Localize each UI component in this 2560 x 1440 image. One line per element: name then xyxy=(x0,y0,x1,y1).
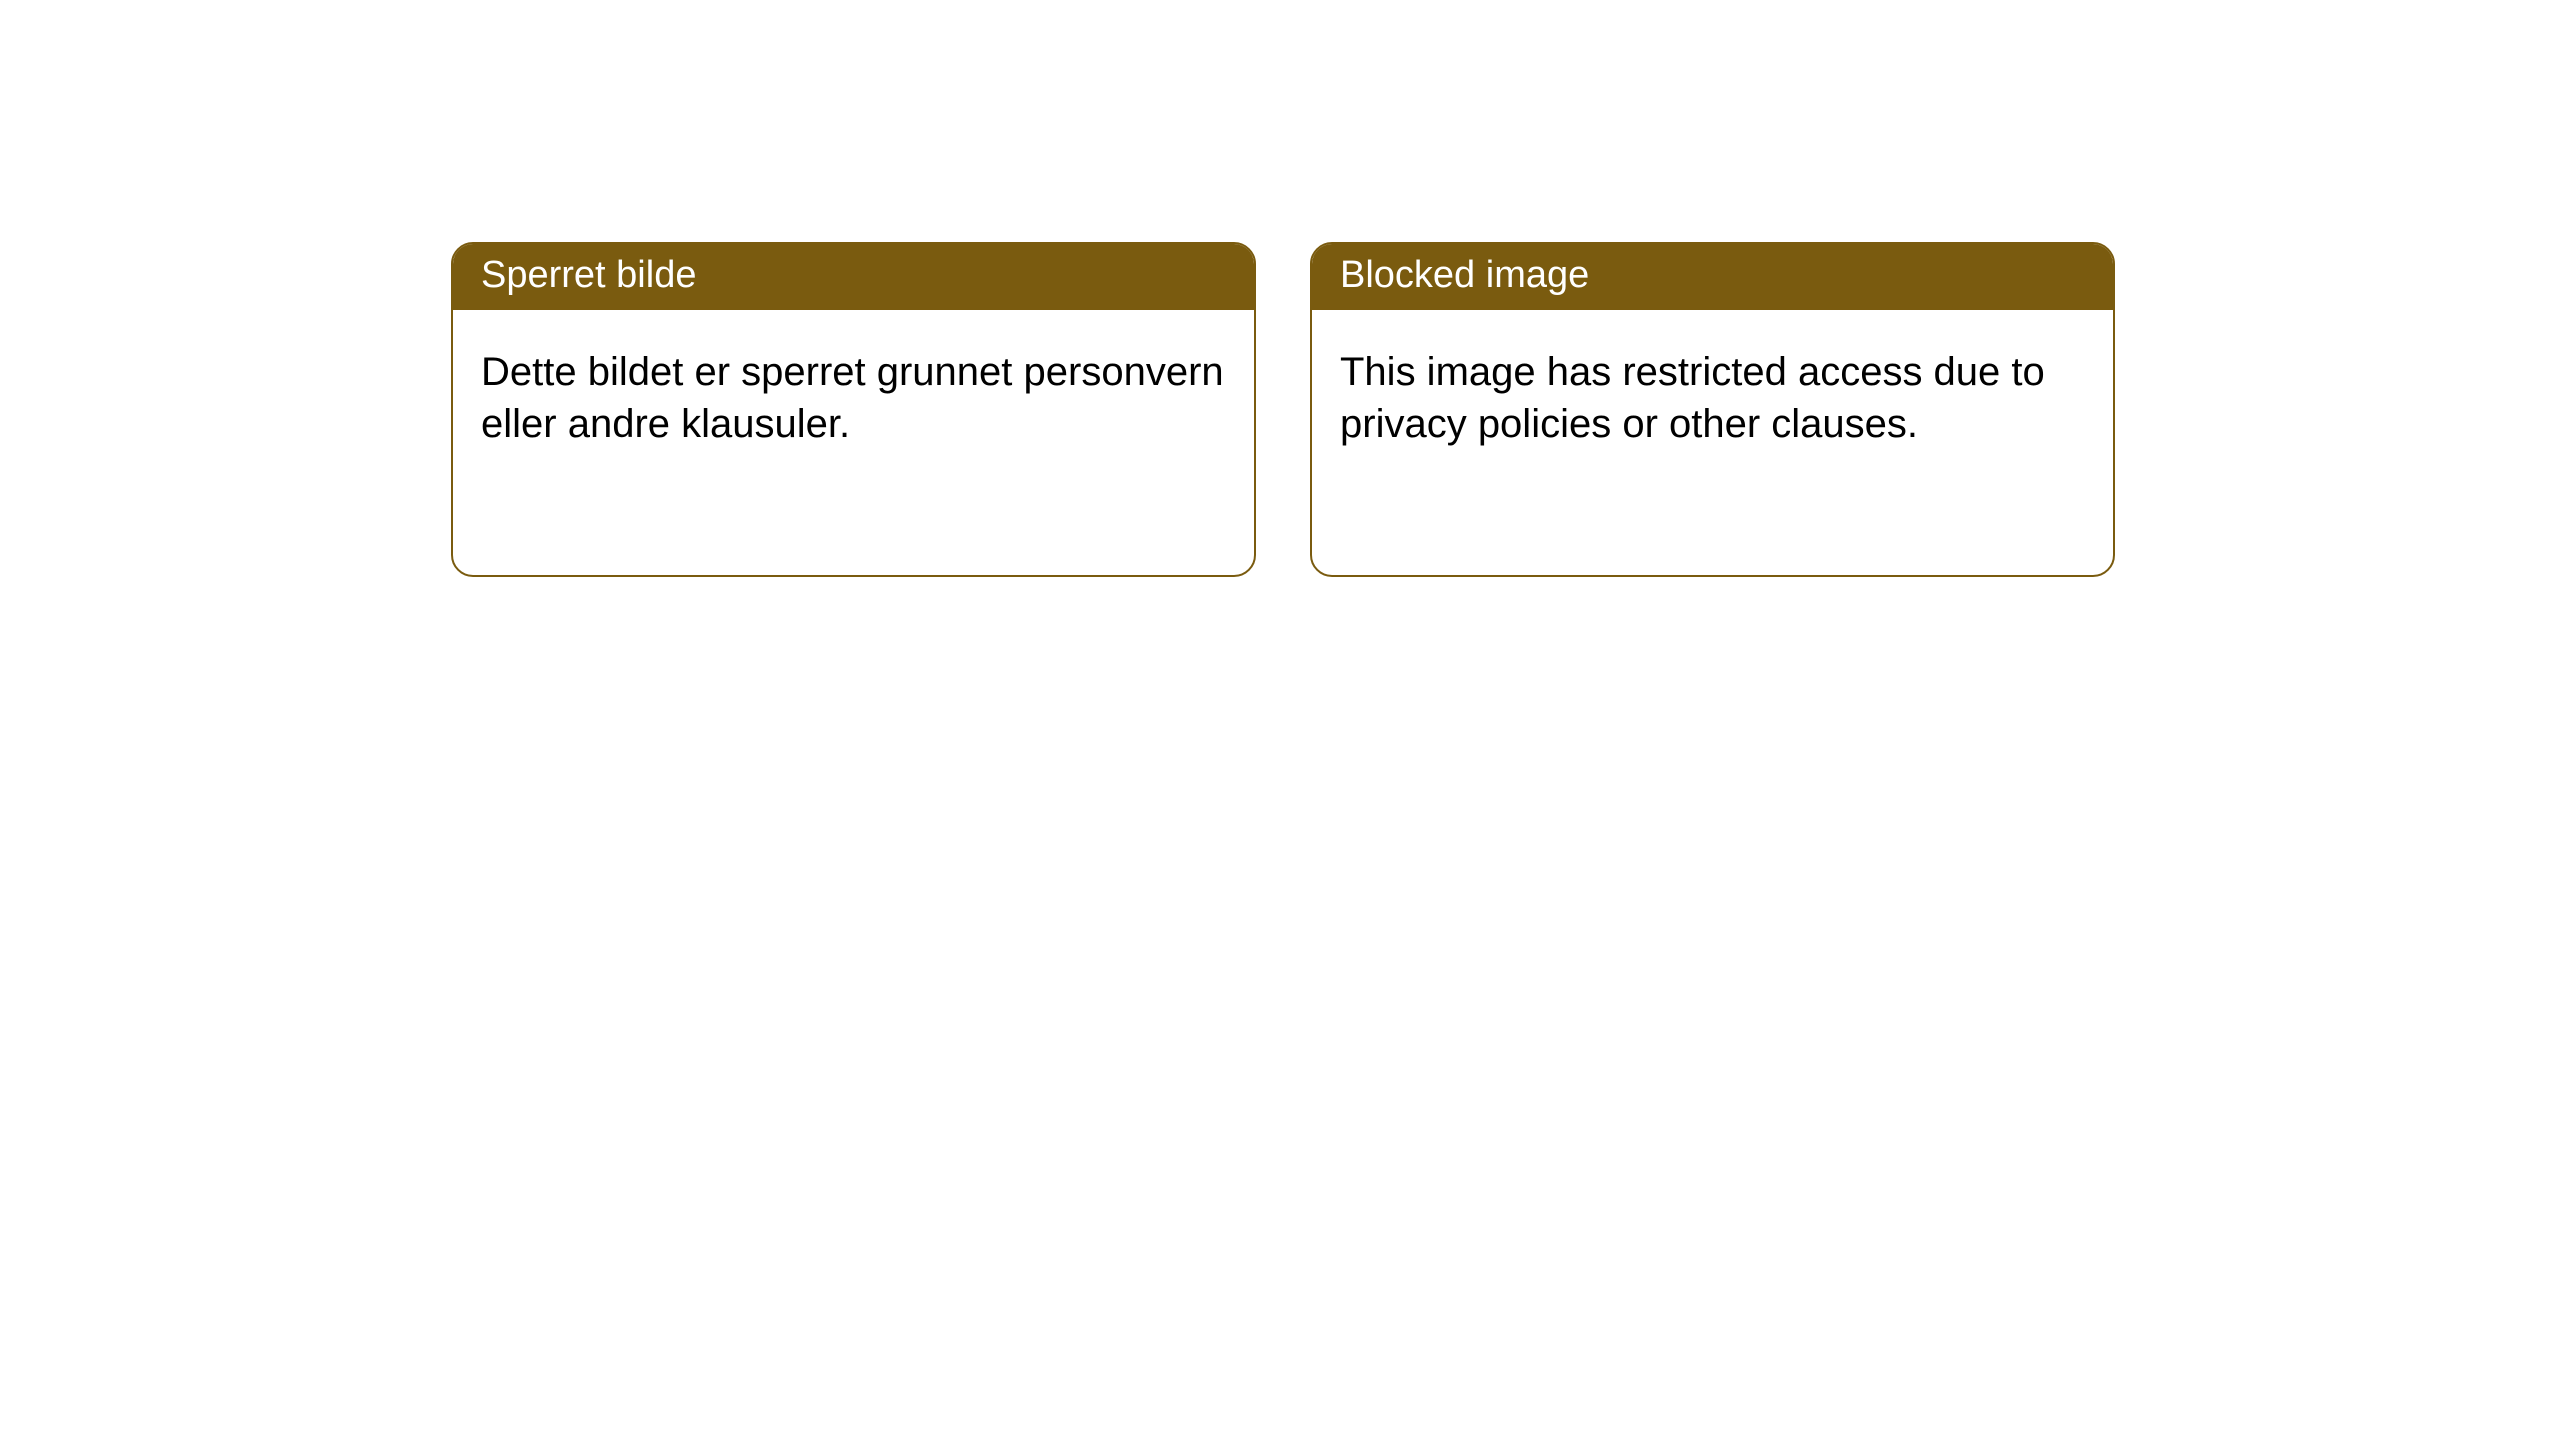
notice-card-norwegian: Sperret bilde Dette bildet er sperret gr… xyxy=(451,242,1256,577)
notice-container: Sperret bilde Dette bildet er sperret gr… xyxy=(0,0,2560,577)
notice-card-english: Blocked image This image has restricted … xyxy=(1310,242,2115,577)
notice-body-norwegian: Dette bildet er sperret grunnet personve… xyxy=(453,310,1254,486)
notice-title-norwegian: Sperret bilde xyxy=(453,244,1254,310)
notice-title-english: Blocked image xyxy=(1312,244,2113,310)
notice-body-english: This image has restricted access due to … xyxy=(1312,310,2113,486)
